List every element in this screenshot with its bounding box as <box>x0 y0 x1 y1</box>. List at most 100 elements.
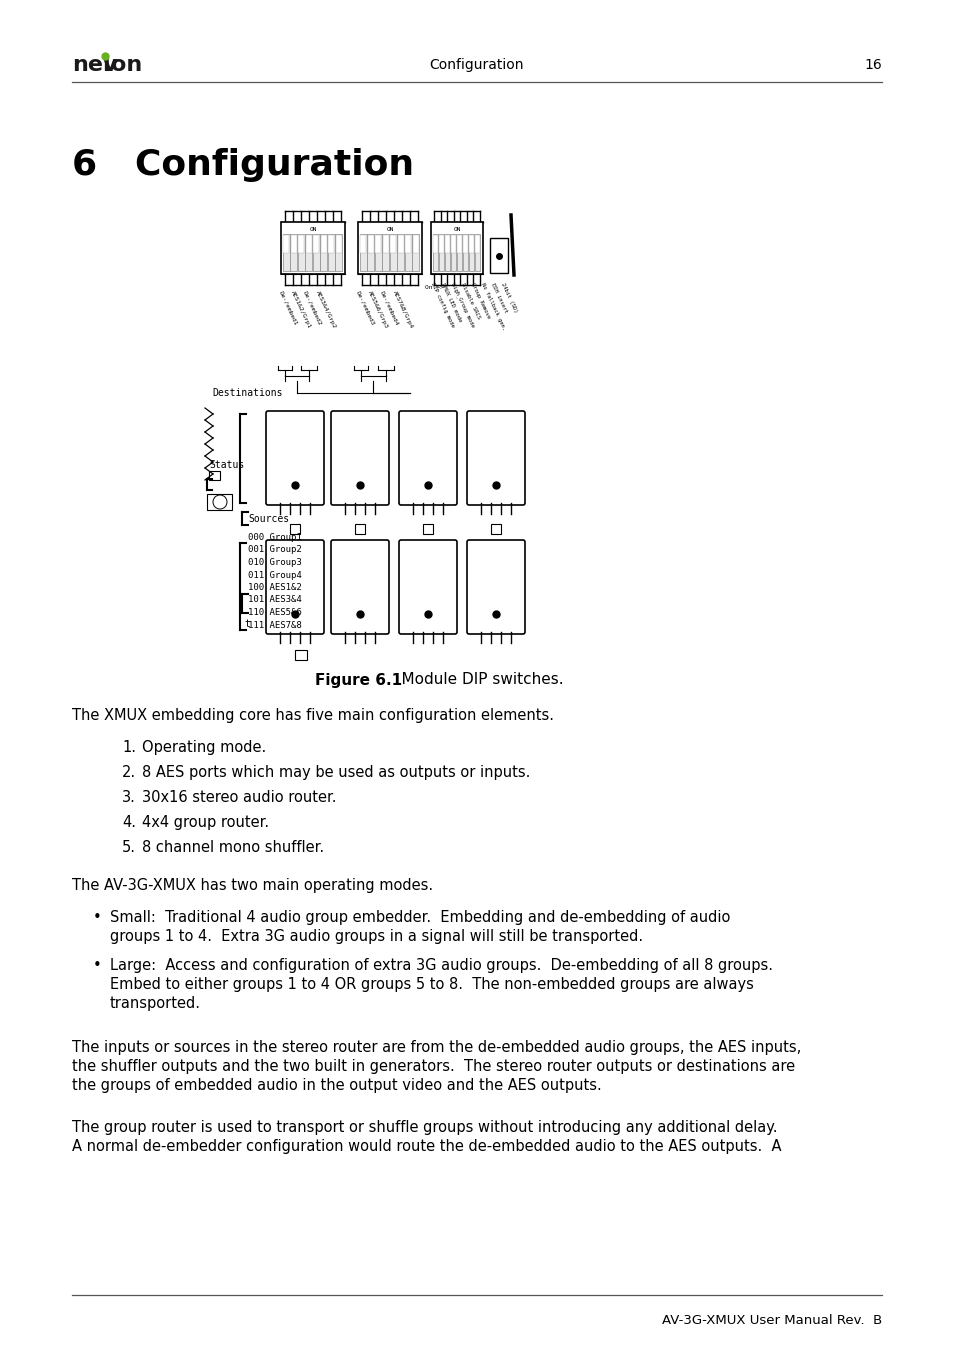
Text: Small:  Traditional 4 audio group embedder.  Embedding and de-embedding of audio: Small: Traditional 4 audio group embedde… <box>110 910 730 925</box>
Text: DMUX LED mode: DMUX LED mode <box>439 282 462 323</box>
Text: the shuffler outputs and the two built in generators.  The stereo router outputs: the shuffler outputs and the two built i… <box>71 1058 794 1075</box>
Text: ON: ON <box>386 227 394 232</box>
Bar <box>335 234 342 271</box>
Bar <box>298 235 304 252</box>
Bar <box>438 234 444 271</box>
Bar <box>207 494 232 510</box>
Bar <box>306 235 312 252</box>
Bar <box>451 234 456 271</box>
Text: AES5&6/Grp3: AES5&6/Grp3 <box>367 290 389 329</box>
Bar <box>290 524 299 535</box>
Text: 110 AES5&6: 110 AES5&6 <box>248 608 301 617</box>
Text: 3.: 3. <box>122 790 135 805</box>
Bar <box>359 234 367 271</box>
Bar <box>328 235 335 252</box>
Text: 101 AES3&4: 101 AES3&4 <box>248 595 301 605</box>
Bar <box>462 234 468 271</box>
Text: Disable SRCS: Disable SRCS <box>459 282 480 320</box>
Bar <box>413 235 418 252</box>
Text: AES1&2/Grp1: AES1&2/Grp1 <box>290 290 312 329</box>
Text: AES3&4/Grp2: AES3&4/Grp2 <box>314 290 336 329</box>
Text: Destinations: Destinations <box>212 387 282 398</box>
Bar <box>357 221 421 274</box>
Bar <box>294 649 307 660</box>
Bar <box>297 234 305 271</box>
Bar <box>328 234 335 271</box>
Text: 8 channel mono shuffler.: 8 channel mono shuffler. <box>142 840 324 855</box>
Bar <box>390 234 396 271</box>
Text: 111 AES7&8: 111 AES7&8 <box>248 621 301 629</box>
Text: i: i <box>102 55 110 76</box>
Bar <box>375 234 381 271</box>
Text: High_Group mode: High_Group mode <box>450 282 476 328</box>
Bar <box>291 235 296 252</box>
Text: 001 Group2: 001 Group2 <box>248 545 301 555</box>
Text: 30x16 stereo audio router.: 30x16 stereo audio router. <box>142 790 336 805</box>
Text: DIP config mode: DIP config mode <box>430 282 455 328</box>
Bar <box>490 238 507 273</box>
Bar <box>281 221 345 274</box>
Text: 010 Group3: 010 Group3 <box>248 558 301 567</box>
Bar <box>382 235 389 252</box>
Bar <box>431 221 482 274</box>
Circle shape <box>213 495 227 509</box>
Bar <box>405 235 411 252</box>
Bar <box>397 235 403 252</box>
Bar <box>469 234 474 271</box>
Bar <box>314 235 319 252</box>
Text: 4.: 4. <box>122 815 136 830</box>
Bar <box>382 234 389 271</box>
Bar <box>433 235 437 252</box>
Bar <box>412 234 419 271</box>
Bar <box>457 235 461 252</box>
Text: Status: Status <box>209 460 244 470</box>
Text: •: • <box>92 958 101 973</box>
Text: De-/embed1: De-/embed1 <box>277 290 298 327</box>
Text: •: • <box>92 910 101 925</box>
FancyBboxPatch shape <box>398 410 456 505</box>
FancyBboxPatch shape <box>467 410 524 505</box>
Text: 2.: 2. <box>122 765 136 780</box>
Text: The XMUX embedding core has five main configuration elements.: The XMUX embedding core has five main co… <box>71 707 554 724</box>
Text: 011 Group4: 011 Group4 <box>248 571 301 579</box>
Text: transported.: transported. <box>110 996 201 1011</box>
Text: On >>: On >> <box>424 285 443 290</box>
Bar <box>444 234 450 271</box>
Bar <box>445 235 450 252</box>
FancyBboxPatch shape <box>266 540 324 634</box>
FancyBboxPatch shape <box>266 410 324 505</box>
Text: t: t <box>244 620 250 629</box>
Bar <box>491 524 500 535</box>
FancyBboxPatch shape <box>467 540 524 634</box>
Bar <box>405 234 412 271</box>
Bar <box>475 234 480 271</box>
Text: ON: ON <box>309 227 316 232</box>
Bar <box>305 234 313 271</box>
Text: De-/embed2: De-/embed2 <box>302 290 322 327</box>
Bar <box>433 234 438 271</box>
Text: 6   Configuration: 6 Configuration <box>71 148 414 182</box>
Text: 16: 16 <box>863 58 882 72</box>
Text: De-/embed3: De-/embed3 <box>355 290 375 327</box>
FancyBboxPatch shape <box>331 410 389 505</box>
Bar <box>291 234 297 271</box>
Text: 1.: 1. <box>122 740 136 755</box>
Text: the groups of embedded audio in the output video and the AES outputs.: the groups of embedded audio in the outp… <box>71 1079 601 1094</box>
FancyBboxPatch shape <box>398 540 456 634</box>
Text: Large:  Access and configuration of extra 3G audio groups.  De-embedding of all : Large: Access and configuration of extra… <box>110 958 772 973</box>
Text: The AV-3G-XMUX has two main operating modes.: The AV-3G-XMUX has two main operating mo… <box>71 878 433 892</box>
Text: ON: ON <box>453 227 460 232</box>
Text: Figure 6.1: Figure 6.1 <box>314 672 402 687</box>
Text: 5.: 5. <box>122 840 136 855</box>
Text: EDH insert: EDH insert <box>490 282 508 313</box>
Bar <box>360 235 366 252</box>
Text: groups 1 to 4.  Extra 3G audio groups in a signal will still be transported.: groups 1 to 4. Extra 3G audio groups in … <box>110 929 642 944</box>
Bar <box>439 235 443 252</box>
Bar <box>283 235 289 252</box>
Text: Group Remove: Group Remove <box>470 282 491 320</box>
Text: AV-3G-XMUX User Manual Rev.  B: AV-3G-XMUX User Manual Rev. B <box>661 1314 882 1327</box>
Bar <box>463 235 468 252</box>
Bar <box>375 235 381 252</box>
FancyBboxPatch shape <box>331 540 389 634</box>
Bar <box>451 235 456 252</box>
